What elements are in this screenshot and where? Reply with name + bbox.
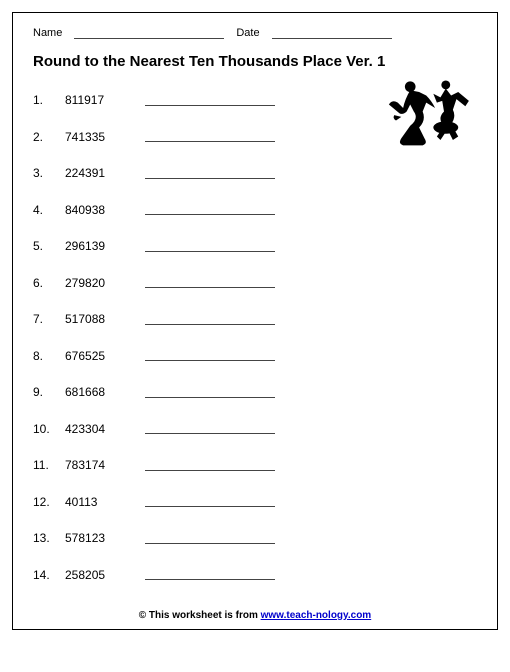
answer-blank[interactable]	[145, 314, 275, 325]
problem-number: 1.	[33, 93, 65, 107]
problem-row: 14.258205	[33, 557, 477, 594]
problem-row: 10.423304	[33, 411, 477, 448]
answer-blank[interactable]	[145, 204, 275, 215]
answer-blank[interactable]	[145, 131, 275, 142]
problem-list: 1.8119172.7413353.2243914.8409385.296139…	[33, 82, 477, 593]
problem-value: 811917	[65, 93, 145, 107]
problem-value: 517088	[65, 312, 145, 326]
problem-value: 296139	[65, 239, 145, 253]
problem-row: 3.224391	[33, 155, 477, 192]
name-blank[interactable]	[74, 27, 224, 39]
problem-row: 11.783174	[33, 447, 477, 484]
answer-blank[interactable]	[145, 533, 275, 544]
date-blank[interactable]	[272, 27, 392, 39]
answer-blank[interactable]	[145, 569, 275, 580]
problem-row: 5.296139	[33, 228, 477, 265]
problem-value: 40113	[65, 495, 145, 509]
date-label: Date	[236, 27, 259, 39]
answer-blank[interactable]	[145, 460, 275, 471]
problem-value: 840938	[65, 203, 145, 217]
problem-row: 7.517088	[33, 301, 477, 338]
problem-number: 2.	[33, 130, 65, 144]
problem-number: 3.	[33, 166, 65, 180]
problem-number: 4.	[33, 203, 65, 217]
problem-value: 783174	[65, 458, 145, 472]
answer-blank[interactable]	[145, 241, 275, 252]
problem-value: 423304	[65, 422, 145, 436]
problem-number: 5.	[33, 239, 65, 253]
problem-number: 14.	[33, 568, 65, 582]
footer-prefix: © This worksheet is from	[139, 610, 261, 621]
answer-blank[interactable]	[145, 496, 275, 507]
problem-row: 6.279820	[33, 265, 477, 302]
problem-row: 8.676525	[33, 338, 477, 375]
header-line: Name Date	[33, 27, 477, 39]
problem-row: 9.681668	[33, 374, 477, 411]
problem-number: 6.	[33, 276, 65, 290]
problem-row: 13.578123	[33, 520, 477, 557]
worksheet-title: Round to the Nearest Ten Thousands Place…	[33, 53, 477, 70]
answer-blank[interactable]	[145, 168, 275, 179]
problem-value: 224391	[65, 166, 145, 180]
problem-number: 10.	[33, 422, 65, 436]
footer-link[interactable]: www.teach-nology.com	[261, 610, 372, 621]
worksheet-page: Name Date Round to the Nearest Ten Thous…	[12, 12, 498, 630]
problem-value: 676525	[65, 349, 145, 363]
name-label: Name	[33, 27, 62, 39]
problem-number: 12.	[33, 495, 65, 509]
problem-value: 681668	[65, 385, 145, 399]
footer: © This worksheet is from www.teach-nolog…	[13, 610, 497, 621]
problem-number: 8.	[33, 349, 65, 363]
problem-number: 9.	[33, 385, 65, 399]
answer-blank[interactable]	[145, 423, 275, 434]
problem-number: 13.	[33, 531, 65, 545]
answer-blank[interactable]	[145, 387, 275, 398]
problem-row: 12.40113	[33, 484, 477, 521]
problem-number: 11.	[33, 458, 65, 472]
answer-blank[interactable]	[145, 95, 275, 106]
problem-value: 258205	[65, 568, 145, 582]
answer-blank[interactable]	[145, 277, 275, 288]
problem-number: 7.	[33, 312, 65, 326]
problem-value: 741335	[65, 130, 145, 144]
problem-row: 4.840938	[33, 192, 477, 229]
answer-blank[interactable]	[145, 350, 275, 361]
problem-value: 578123	[65, 531, 145, 545]
problem-value: 279820	[65, 276, 145, 290]
dancers-icon	[383, 76, 473, 156]
